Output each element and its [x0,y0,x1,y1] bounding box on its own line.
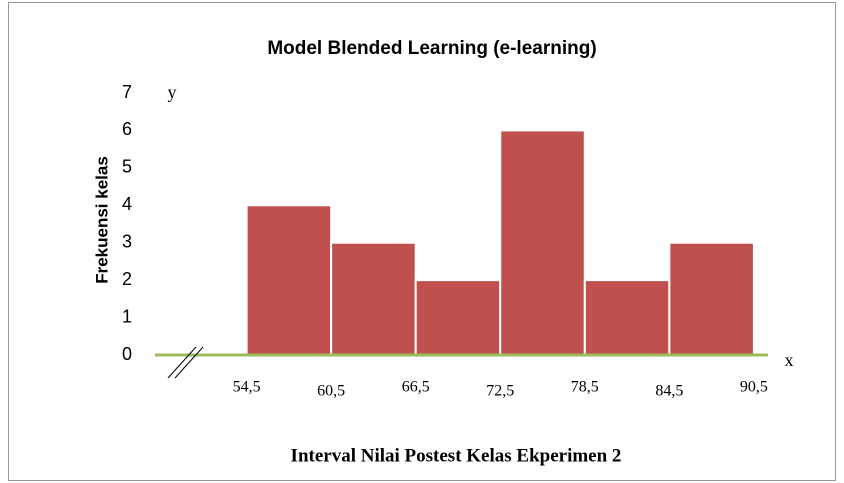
y-tick-label: 6 [122,119,132,139]
bar [245,204,333,356]
x-tick-label: 90,5 [740,379,768,396]
x-tick-label: 72,5 [486,383,514,400]
x-axis-label: Interval Nilai Postest Kelas Ekperimen 2 [291,445,622,466]
y-tick-label: 0 [122,344,132,364]
x-tick-label: 60,5 [317,383,345,400]
x-annotation: x [785,350,794,370]
bar [330,241,417,356]
chart-title: Model Blended Learning (e-learning) [267,38,596,59]
y-tick-label: 1 [122,306,132,326]
bar [668,241,755,356]
chart-frame [8,2,836,481]
bar [583,279,671,356]
x-tick-label: 54,5 [233,379,261,396]
plot-area: 0 1 2 3 4 5 6 7 54,5 60,5 66,5 72,5 78,5 84,5 90,5 [122,82,768,400]
axis-break [174,346,204,379]
y-tick-label: 7 [122,82,132,102]
y-tick-label: 2 [122,269,132,289]
bar [499,129,586,356]
x-tick-label: 66,5 [402,379,430,396]
bar [414,279,502,356]
y-axis-label: Frekuensi kelas [92,156,111,284]
x-tick-label: 84,5 [655,383,683,400]
x-tick-label: 78,5 [571,379,599,396]
axis-break [167,346,197,379]
y-tick-label: 5 [122,157,132,177]
y-tick-label: 3 [122,231,132,251]
y-tick-label: 4 [122,194,132,214]
y-annotation: y [168,82,177,102]
